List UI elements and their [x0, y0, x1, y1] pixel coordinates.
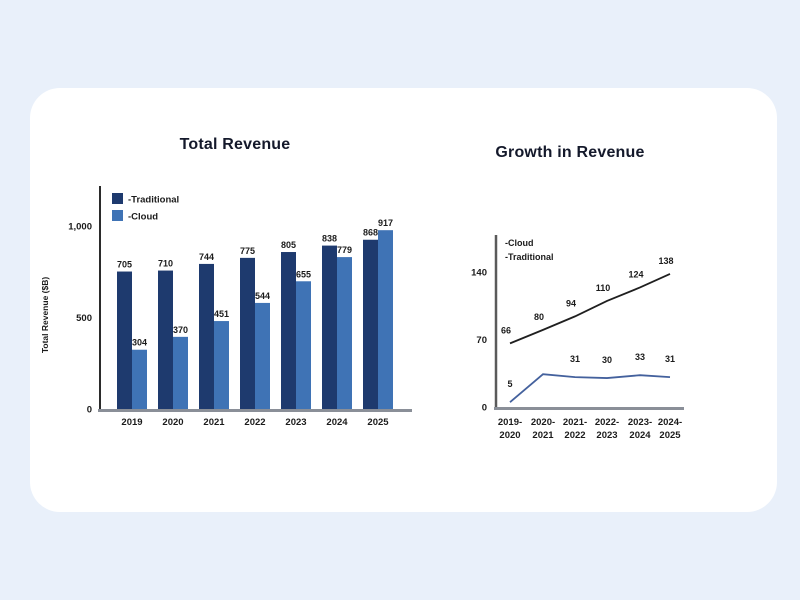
x-tick-label-line1: 2021- — [563, 417, 587, 428]
bar-value-label: 370 — [173, 325, 188, 335]
y-tick-label: 0 — [482, 403, 487, 414]
bar-value-label: 868 — [363, 228, 378, 238]
bar-traditional — [117, 271, 132, 409]
legend-label: -Cloud — [505, 238, 534, 248]
x-tick-label: 2022 — [244, 417, 265, 428]
bar-cloud — [132, 349, 147, 409]
y-tick-label: 1,000 — [68, 222, 92, 233]
bar-traditional — [322, 245, 337, 409]
bar-value-label: 805 — [281, 240, 296, 250]
x-tick-label-line2: 2020 — [499, 430, 520, 441]
bar-value-label: 705 — [117, 260, 132, 270]
point-value-label: 138 — [658, 256, 673, 266]
x-tick-label-line1: 2020- — [531, 417, 555, 428]
bar-value-label: 838 — [322, 234, 337, 244]
x-tick-label-line2: 2022 — [564, 430, 585, 441]
y-tick-label: 70 — [476, 335, 487, 346]
bar-cloud — [378, 230, 393, 409]
bar-cloud — [296, 281, 311, 409]
bar-value-label: 304 — [132, 338, 147, 348]
point-value-label: 110 — [596, 283, 611, 293]
point-value-label: 80 — [534, 312, 544, 322]
point-value-label: 66 — [501, 325, 511, 335]
bar-traditional — [363, 239, 378, 409]
bar-value-label: 655 — [296, 269, 311, 279]
bar-value-label: 775 — [240, 246, 255, 256]
cloud-growth-line — [509, 273, 671, 345]
x-tick-label: 2019 — [121, 417, 142, 428]
bar-cloud — [255, 302, 270, 409]
bar-value-label: 451 — [214, 309, 229, 319]
bar-value-label: 744 — [199, 252, 214, 262]
y-tick-label: 500 — [76, 313, 92, 324]
point-value-label: 30 — [602, 355, 612, 365]
x-tick-label: 2025 — [367, 417, 389, 428]
legend-label: -Cloud — [128, 212, 158, 223]
x-tick-label-line1: 2023- — [628, 417, 652, 428]
x-tick-label-line1: 2022- — [595, 417, 619, 428]
legend-label: -Traditional — [128, 195, 179, 206]
growth-in-revenue-line-chart: 0 70 140 -Cloud -Traditional 66 80 94 110 124 138 5… — [471, 235, 684, 441]
point-value-label: 33 — [635, 352, 645, 362]
bar-traditional — [199, 263, 214, 409]
x-tick-label-line1: 2019- — [498, 417, 522, 428]
total-revenue-bar-chart: 0 500 1,000 Total Revenue ($B) -Traditional -… — [40, 186, 412, 428]
dashboard-card: Total Revenue 0 500 1,000 Total Revenue ($B… — [30, 88, 777, 512]
bar-cloud — [214, 321, 229, 409]
legend-label: -Traditional — [505, 252, 554, 262]
x-tick-label-line2: 2024 — [629, 430, 651, 441]
bar-traditional — [158, 270, 173, 409]
growth-in-revenue-title: Growth in Revenue — [495, 144, 645, 161]
x-tick-label: 2023 — [285, 417, 306, 428]
point-value-label: 31 — [570, 354, 580, 364]
x-tick-label-line2: 2021 — [532, 430, 554, 441]
bar-traditional — [240, 257, 255, 409]
x-tick-label: 2021 — [203, 417, 225, 428]
point-value-label: 124 — [628, 269, 643, 279]
bar-cloud — [173, 336, 188, 409]
x-tick-label-line1: 2024- — [658, 417, 682, 428]
legend-swatch — [112, 210, 123, 221]
point-value-label: 5 — [507, 379, 512, 389]
point-value-label: 31 — [665, 354, 675, 364]
bar-value-label: 917 — [378, 218, 393, 228]
legend-swatch — [112, 193, 123, 204]
bar-value-label: 710 — [158, 259, 173, 269]
bar-value-label: 779 — [337, 245, 352, 255]
y-axis-title: Total Revenue ($B) — [40, 277, 50, 354]
traditional-growth-line — [509, 373, 671, 403]
y-tick-label: 0 — [87, 405, 92, 416]
point-value-label: 94 — [566, 298, 576, 308]
total-revenue-title: Total Revenue — [179, 136, 291, 153]
x-tick-label-line2: 2023 — [596, 430, 617, 441]
x-tick-label: 2020 — [162, 417, 183, 428]
y-tick-label: 140 — [471, 268, 487, 279]
x-tick-label: 2024 — [326, 417, 348, 428]
bar-cloud — [337, 257, 352, 409]
x-tick-label-line2: 2025 — [659, 430, 681, 441]
bar-value-label: 544 — [255, 291, 270, 301]
bar-traditional — [281, 252, 296, 409]
